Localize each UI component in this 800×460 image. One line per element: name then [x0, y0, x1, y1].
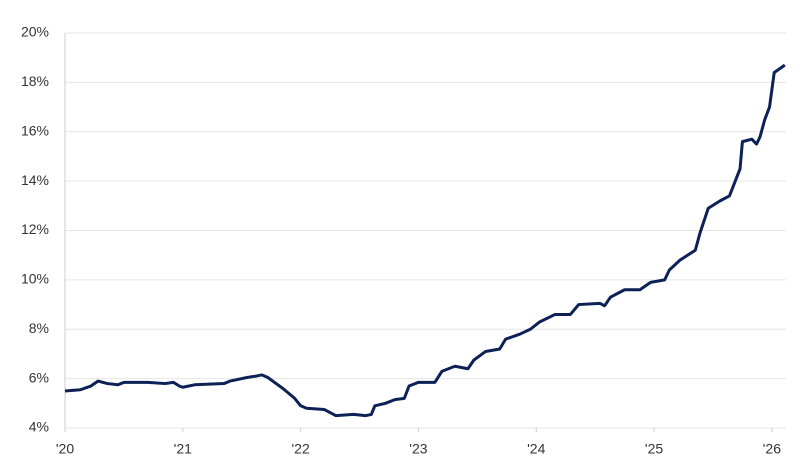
- data-line: [64, 63, 786, 418]
- x-tick-label: '23: [409, 441, 427, 457]
- x-tick-label: '24: [527, 441, 545, 457]
- x-tick-label: '26: [763, 441, 781, 457]
- y-tick-label: 16%: [21, 122, 49, 138]
- x-tick-label: '20: [56, 441, 74, 457]
- y-tick-label: 4%: [29, 419, 49, 435]
- y-tick-label: 10%: [21, 271, 49, 287]
- y-tick-label: 12%: [21, 221, 49, 237]
- x-tick-label: '21: [174, 441, 192, 457]
- y-tick-label: 20%: [21, 24, 49, 40]
- y-tick-label: 18%: [21, 73, 49, 89]
- y-tick-label: 14%: [21, 172, 49, 188]
- y-tick-label: 6%: [29, 369, 49, 385]
- x-tick-label: '22: [291, 441, 309, 457]
- y-tick-label: 8%: [29, 320, 49, 336]
- x-tick-label: '25: [645, 441, 663, 457]
